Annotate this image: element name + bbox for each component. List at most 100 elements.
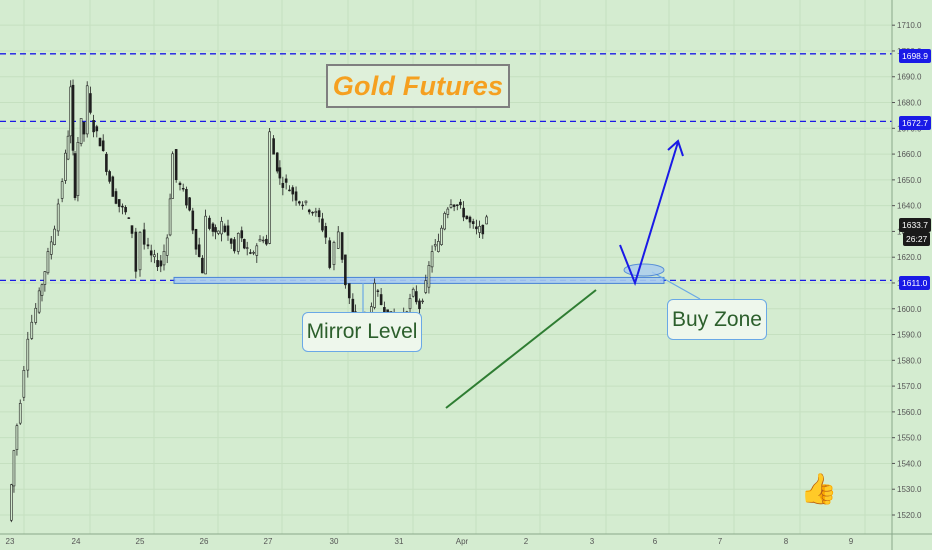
candle-body	[40, 284, 44, 296]
candle-body	[168, 198, 172, 236]
candle-body	[275, 152, 279, 172]
candle-body	[15, 425, 19, 450]
candle-body	[421, 300, 424, 303]
candle-body	[18, 403, 22, 424]
candle-layer	[10, 79, 488, 523]
x-tick-label: 25	[136, 537, 145, 546]
candle-body	[284, 178, 288, 183]
candle-body	[60, 181, 64, 199]
candle-body	[324, 226, 328, 238]
candle-body	[449, 204, 453, 208]
price-axis-panel	[892, 0, 932, 550]
countdown-tag: 26:27	[903, 232, 931, 246]
candle-body	[298, 201, 301, 204]
candle-body	[223, 225, 227, 232]
y-tick-label: 1580.0	[897, 356, 922, 365]
y-tick-label: 1530.0	[897, 485, 922, 494]
price-tag-1698: 1698.9	[899, 49, 931, 63]
x-tick-label: 23	[6, 537, 15, 546]
candle-body	[114, 191, 118, 204]
candle-body	[217, 230, 220, 234]
candle-body	[311, 211, 314, 214]
candle-body	[211, 223, 215, 232]
candle-body	[146, 244, 150, 247]
x-tick-label: 9	[849, 537, 854, 546]
candle-body	[446, 208, 450, 215]
candle-body	[240, 230, 244, 239]
candle-body	[64, 152, 67, 181]
candle-body	[30, 321, 34, 339]
candle-body	[130, 225, 134, 234]
y-tick-label: 1710.0	[897, 21, 922, 30]
x-tick-label: 8	[784, 537, 789, 546]
candle-body	[243, 239, 246, 249]
candle-body	[194, 229, 198, 250]
candle-body	[347, 283, 351, 299]
candle-body	[424, 280, 428, 293]
candle-body	[92, 120, 95, 133]
candle-body	[53, 228, 56, 245]
candle-body	[268, 131, 271, 244]
candle-body	[301, 204, 304, 207]
x-tick-label: Apr	[456, 537, 469, 546]
candle-body	[281, 182, 285, 188]
candle-body	[22, 369, 26, 398]
candle-body	[373, 282, 376, 308]
candle-body	[73, 153, 77, 198]
candle-body	[481, 224, 485, 235]
candle-body	[291, 187, 295, 195]
chart-title-box: Gold Futures	[326, 64, 510, 108]
y-tick-label: 1560.0	[897, 408, 922, 417]
candle-body	[344, 254, 347, 286]
candle-body	[43, 271, 47, 285]
buy-zone-pointer	[651, 271, 701, 300]
candle-body	[105, 153, 108, 172]
candle-body	[411, 288, 415, 297]
y-tick-label: 1540.0	[897, 459, 922, 468]
thumbs-up-icon: 👍	[800, 473, 838, 506]
candle-body	[108, 171, 111, 182]
x-tick-label: 24	[72, 537, 81, 546]
x-tick-label: 7	[718, 537, 723, 546]
candle-body	[153, 254, 156, 258]
buy-zone-callout: Buy Zone	[667, 299, 767, 340]
candle-body	[265, 238, 268, 245]
candle-body	[229, 238, 233, 244]
buy-zone-label: Buy Zone	[672, 307, 762, 331]
candle-body	[49, 241, 53, 255]
y-tick-label: 1600.0	[897, 305, 922, 314]
candle-body	[332, 242, 336, 265]
candle-body	[304, 200, 308, 204]
last-price-tag: 1633.7	[899, 218, 931, 232]
candle-body	[452, 204, 456, 207]
support-trendline	[445, 289, 597, 409]
mirror-level-zone	[173, 276, 665, 284]
candle-body	[79, 118, 83, 144]
candle-body	[165, 237, 169, 256]
candle-body	[127, 217, 131, 219]
candle-body	[376, 290, 380, 292]
candle-body	[197, 244, 201, 257]
candle-body	[171, 153, 174, 199]
candle-body	[142, 229, 146, 245]
candle-body	[204, 215, 207, 275]
candle-body	[159, 260, 163, 267]
candle-body	[220, 221, 223, 235]
candle-body	[101, 140, 105, 151]
x-tick-label: 31	[395, 537, 404, 546]
y-tick-label: 1660.0	[897, 150, 922, 159]
x-tick-label: 30	[330, 537, 339, 546]
candle-body	[258, 238, 262, 242]
candle-body	[328, 240, 332, 268]
y-tick-label: 1640.0	[897, 202, 922, 211]
candle-body	[12, 450, 16, 487]
price-tag-1672: 1672.7	[899, 116, 931, 130]
candle-body	[478, 225, 481, 233]
candle-body	[336, 231, 340, 249]
candle-body	[117, 199, 121, 207]
candle-body	[98, 137, 102, 147]
y-tick-label: 1550.0	[897, 434, 922, 443]
candle-body	[89, 93, 92, 113]
